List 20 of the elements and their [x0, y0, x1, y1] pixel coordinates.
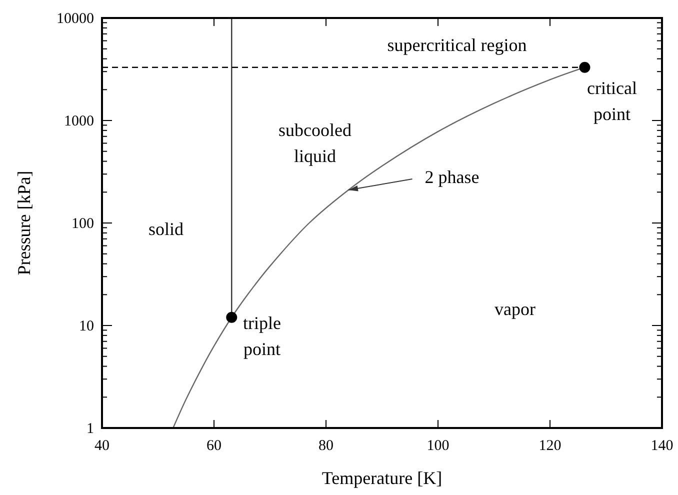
y-axis-title: Pressure [kPa]	[14, 170, 34, 276]
annotation: triple point	[243, 313, 281, 359]
y-tick-label: 100	[72, 216, 94, 232]
y-tick-label: 10000	[56, 11, 94, 27]
annotation: solid	[148, 219, 184, 239]
x-tick-label: 40	[94, 438, 110, 454]
annotation: 2 phase	[424, 167, 480, 187]
y-tick-label: 10	[79, 318, 94, 334]
y-tick-label: 1	[86, 421, 94, 437]
annotation: supercritical region	[387, 35, 527, 55]
y-tick-label: 1000	[64, 114, 94, 130]
annotation: vapor	[494, 299, 536, 319]
x-tick-label: 100	[426, 438, 450, 454]
annotation: subcooled liquid	[278, 120, 352, 166]
x-tick-label: 120	[538, 438, 562, 454]
x-tick-label: 60	[206, 438, 222, 454]
annotation: critical point	[587, 78, 637, 124]
x-tick-label: 80	[318, 438, 334, 454]
x-axis-title: Temperature [K]	[322, 468, 442, 488]
x-tick-label: 140	[650, 438, 674, 454]
